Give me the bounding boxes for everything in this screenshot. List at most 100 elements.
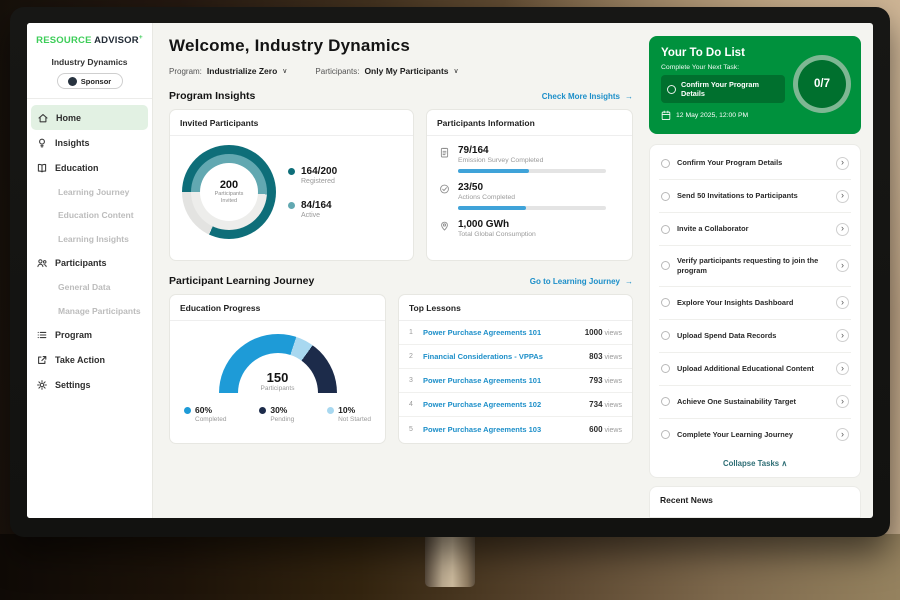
task-item[interactable]: Send 50 Invitations to Participants ›: [659, 180, 851, 213]
collapse-tasks-link[interactable]: Collapse Tasks ∧: [722, 458, 788, 468]
chevron-right-icon[interactable]: ›: [836, 329, 849, 343]
legend-dot: [288, 167, 295, 175]
sidebar: RESOURCE ADVISOR+ Industry Dynamics Spon…: [27, 23, 153, 518]
lesson-title-link[interactable]: Financial Considerations - VPPAs: [423, 352, 543, 361]
gauge-legend: 60% Completed 30% Pending 10% Not Starte…: [170, 393, 385, 423]
sidebar-item-insights[interactable]: Insights: [27, 130, 152, 155]
participants-filter-dropdown[interactable]: Participants: Only My Participants ∨: [315, 66, 459, 76]
tasks-list: Confirm Your Program Details › Send 50 I…: [649, 144, 861, 478]
next-task-row[interactable]: Confirm Your Program Details: [661, 75, 785, 103]
arrow-right-icon: →: [625, 91, 633, 101]
lesson-views: 1000 views: [584, 328, 622, 337]
page-title: Welcome, Industry Dynamics: [169, 36, 411, 55]
sidebar-item-program[interactable]: Program: [27, 323, 152, 348]
top-lessons-card: Top Lessons 1 Power Purchase Agreements …: [398, 294, 633, 444]
checkbox-icon[interactable]: [661, 331, 670, 341]
lesson-title-link[interactable]: Power Purchase Agreements 102: [423, 400, 542, 409]
recent-news-header: Recent News: [649, 485, 861, 518]
lesson-row: 1 Power Purchase Agreements 101 1000 vie…: [399, 321, 632, 345]
consumption-icon: [439, 220, 450, 238]
lesson-row: 3 Power Purchase Agreements 101 793 view…: [399, 369, 632, 393]
check-more-insights-link[interactable]: Check More Insights →: [541, 91, 633, 101]
lesson-title-link[interactable]: Power Purchase Agreements 101: [423, 376, 542, 385]
chevron-right-icon[interactable]: ›: [836, 222, 849, 236]
task-item[interactable]: Confirm Your Program Details ›: [659, 147, 851, 180]
checkbox-icon[interactable]: [661, 364, 670, 374]
todo-card: Your To Do List Complete Your Next Task:…: [649, 36, 861, 134]
sidebar-item-participants[interactable]: Participants: [27, 251, 152, 276]
donut-legend: 164/200 Registered 84/164 Active: [288, 166, 337, 219]
chevron-down-icon: ∨: [453, 68, 459, 75]
lesson-title-link[interactable]: Power Purchase Agreements 101: [423, 328, 542, 337]
lesson-views: 600 views: [589, 424, 622, 434]
lesson-title-link[interactable]: Power Purchase Agreements 103: [423, 424, 542, 434]
task-item[interactable]: Invite a Collaborator ›: [659, 213, 851, 246]
chevron-right-icon[interactable]: ›: [836, 362, 849, 376]
org-name: Industry Dynamics: [51, 57, 128, 68]
chevron-right-icon[interactable]: ›: [836, 156, 849, 170]
chevron-right-icon[interactable]: ›: [836, 189, 849, 203]
legend-dot: [259, 406, 267, 414]
task-item[interactable]: Achieve One Sustainability Target ›: [659, 386, 851, 419]
survey-icon: [439, 146, 450, 173]
chevron-right-icon[interactable]: ›: [836, 259, 849, 273]
checkbox-icon[interactable]: [661, 261, 670, 271]
legend-item-registered: 164/200 Registered: [288, 166, 337, 185]
sidebar-item-learning-insights[interactable]: Learning Insights: [58, 233, 129, 244]
settings-icon: [35, 379, 48, 391]
invited-participants-donut: 200 Participants Invited: [182, 145, 276, 239]
legend-dot: [327, 406, 335, 414]
sidebar-item-home[interactable]: Home: [31, 105, 148, 131]
task-item[interactable]: Explore Your Insights Dashboard ›: [659, 287, 851, 320]
monitor-bezel: RESOURCE ADVISOR+ Industry Dynamics Spon…: [10, 7, 890, 537]
gauge-center: 150 Participants: [237, 353, 318, 393]
todo-panel: Your To Do List Complete Your Next Task:…: [645, 23, 873, 518]
sidebar-item-education-content[interactable]: Education Content: [58, 210, 134, 221]
calendar-icon: [661, 110, 671, 121]
take-action-icon: [35, 354, 48, 366]
insights-icon: [35, 137, 48, 149]
stat-actions-completed: 23/50 Actions Completed: [427, 173, 632, 210]
sidebar-item-take-action[interactable]: Take Action: [27, 348, 152, 373]
lesson-views: 734 views: [589, 400, 622, 409]
lesson-row: 2 Financial Considerations - VPPAs 803 v…: [399, 345, 632, 369]
chevron-up-icon: ∧: [781, 458, 788, 468]
education-progress-gauge: 150 Participants: [218, 334, 337, 393]
sidebar-item-settings[interactable]: Settings: [27, 373, 152, 398]
task-item[interactable]: Complete Your Learning Journey ›: [659, 419, 851, 451]
donut-center: 200 Participants Invited: [200, 163, 258, 221]
checkbox-icon[interactable]: [661, 158, 670, 168]
lesson-row: 5 Power Purchase Agreements 103 600 view…: [409, 424, 622, 434]
stat-emission-survey: 79/164 Emission Survey Completed: [427, 136, 632, 173]
chevron-right-icon[interactable]: ›: [836, 395, 849, 409]
actions-progress-bar: [458, 206, 606, 210]
monitor-screen: RESOURCE ADVISOR+ Industry Dynamics Spon…: [27, 23, 873, 518]
sidebar-item-learning-journey[interactable]: Learning Journey: [58, 186, 130, 197]
task-item[interactable]: Upload Additional Educational Content ›: [659, 353, 851, 386]
program-filter-dropdown[interactable]: Program: Industrialize Zero ∨: [169, 66, 288, 76]
sidebar-item-general-data[interactable]: General Data: [58, 282, 111, 293]
checkbox-icon[interactable]: [661, 298, 670, 308]
chevron-right-icon[interactable]: ›: [836, 296, 849, 310]
task-item[interactable]: Upload Spend Data Records ›: [659, 320, 851, 353]
lesson-row: 4 Power Purchase Agreements 102 734 view…: [399, 393, 632, 417]
education-progress-card: Education Progress 150 Participants: [169, 294, 386, 444]
chevron-right-icon[interactable]: ›: [836, 428, 849, 442]
filters-row: Program: Industrialize Zero ∨ Participan…: [169, 66, 633, 76]
go-to-learning-journey-link[interactable]: Go to Learning Journey →: [529, 276, 633, 286]
checkbox-icon[interactable]: [661, 397, 670, 407]
legend-item-completed: 60% Completed: [184, 405, 226, 423]
checkbox-icon[interactable]: [661, 191, 670, 201]
role-badge: Sponsor: [56, 73, 123, 90]
home-icon: [36, 112, 49, 124]
main-content: Welcome, Industry Dynamics Program: Indu…: [153, 23, 645, 518]
checkbox-icon[interactable]: [661, 430, 670, 440]
sidebar-item-education[interactable]: Education: [27, 155, 152, 180]
sidebar-item-manage-participants[interactable]: Manage Participants: [58, 305, 141, 316]
stat-global-consumption: 1,000 GWh Total Global Consumption: [427, 210, 632, 238]
checkbox-icon[interactable]: [661, 224, 670, 234]
checkbox-icon[interactable]: [667, 84, 676, 94]
section-title-program-insights: Program Insights: [169, 90, 256, 102]
task-item[interactable]: Verify participants requesting to join t…: [659, 246, 851, 287]
